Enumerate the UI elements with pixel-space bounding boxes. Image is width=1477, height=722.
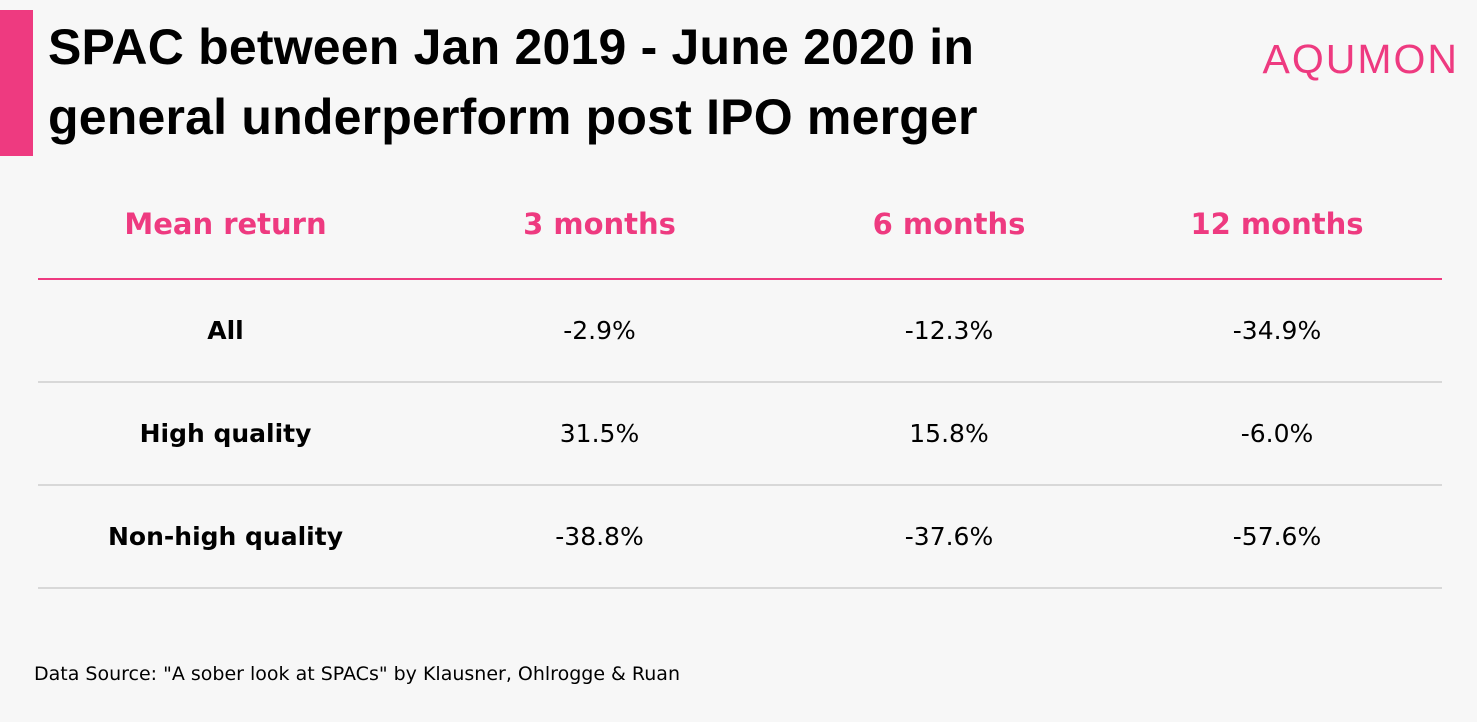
cell-all-6-months: -12.3% — [904, 316, 994, 345]
cell-all-12-months: -34.9% — [1232, 316, 1322, 345]
cell-non-high-quality-12-months: -57.6% — [1232, 522, 1322, 551]
brand-logo: AQUMON — [1262, 36, 1459, 82]
row-label-all: All — [207, 316, 244, 345]
row-label-non-high-quality: Non-high quality — [108, 522, 343, 551]
chart-title-line-2: general underperform post IPO merger — [48, 89, 978, 145]
data-source-note: Data Source: "A sober look at SPACs" by … — [34, 663, 680, 685]
cell-non-high-quality-3-months: -38.8% — [555, 522, 644, 551]
cell-high-quality-6-months: 15.8% — [909, 419, 989, 448]
column-header-mean-return: Mean return — [124, 207, 327, 241]
cell-high-quality-3-months: 31.5% — [559, 419, 640, 448]
table-header-row: Mean return 3 months 6 months 12 months — [38, 170, 1442, 280]
column-header-6-months: 6 months — [872, 207, 1026, 241]
table-row: All -2.9% -12.3% -34.9% — [38, 280, 1442, 383]
cell-all-3-months: -2.9% — [563, 316, 636, 345]
returns-table: Mean return 3 months 6 months 12 months … — [38, 170, 1442, 589]
cell-high-quality-12-months: -6.0% — [1240, 419, 1314, 448]
chart-title-line-1: SPAC between Jan 2019 - June 2020 in — [48, 19, 975, 75]
row-label-high-quality: High quality — [139, 419, 312, 448]
cell-non-high-quality-6-months: -37.6% — [904, 522, 994, 551]
accent-bar — [0, 10, 33, 156]
column-header-12-months: 12 months — [1190, 207, 1364, 241]
chart-title: SPAC between Jan 2019 - June 2020 in gen… — [48, 12, 978, 152]
column-header-3-months: 3 months — [523, 207, 676, 241]
table-row: High quality 31.5% 15.8% -6.0% — [38, 383, 1442, 486]
table-row: Non-high quality -38.8% -37.6% -57.6% — [38, 486, 1442, 589]
